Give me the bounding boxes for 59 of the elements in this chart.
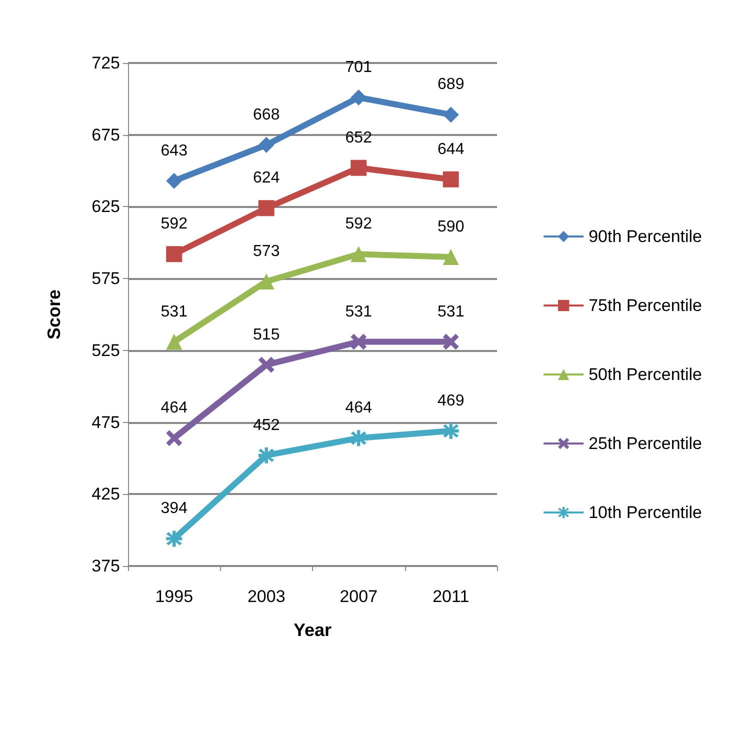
data-label: 689 — [438, 76, 464, 94]
legend-label: 25th Percentile — [588, 434, 702, 453]
y-axis-title: Score — [44, 289, 64, 340]
data-label: 515 — [253, 326, 280, 344]
point — [442, 422, 459, 439]
data-label: 573 — [253, 242, 280, 260]
data-label: 394 — [160, 500, 188, 518]
point — [442, 106, 459, 123]
x-axis-title: Year — [293, 620, 332, 640]
point — [166, 334, 182, 350]
point — [442, 249, 459, 266]
data-label: 592 — [345, 216, 372, 233]
y-tick-label: 375 — [92, 556, 120, 576]
x-tick-label: 2011 — [432, 587, 470, 606]
data-label: 652 — [345, 129, 372, 146]
legend-label: 10th Percentile — [588, 503, 702, 522]
point — [258, 136, 274, 153]
y-tick-label: 525 — [92, 340, 120, 360]
point — [350, 160, 367, 176]
data-label: 643 — [160, 142, 188, 160]
point — [258, 273, 274, 290]
data-label: 531 — [345, 303, 372, 320]
point — [166, 530, 182, 547]
point — [350, 430, 367, 446]
point — [258, 356, 274, 373]
data-label: 644 — [438, 140, 464, 158]
legend-label: 90th Percentile — [588, 227, 702, 246]
point — [442, 334, 459, 350]
point — [258, 200, 274, 216]
data-label: 592 — [160, 216, 188, 233]
y-tick-label: 675 — [92, 125, 120, 144]
point — [166, 430, 182, 446]
point — [166, 172, 182, 189]
x-tick-label: 1995 — [155, 587, 194, 606]
data-label: 531 — [438, 303, 464, 320]
point — [350, 89, 367, 106]
data-label: 590 — [438, 218, 464, 236]
data-label: 531 — [160, 303, 188, 320]
y-tick-label: 575 — [92, 269, 120, 288]
data-label: 624 — [253, 170, 280, 187]
legend-label: 75th Percentile — [588, 296, 702, 315]
legend-label: 50th Percentile — [588, 365, 702, 384]
point — [442, 171, 459, 188]
data-label: 701 — [345, 58, 372, 76]
x-tick-label: 2007 — [340, 587, 378, 606]
data-label: 464 — [160, 400, 188, 417]
x-tick-label: 2003 — [247, 587, 286, 606]
data-label: 668 — [253, 106, 280, 124]
data-label: 469 — [438, 392, 464, 410]
point — [350, 246, 367, 262]
y-tick-label: 625 — [92, 197, 120, 216]
point — [166, 246, 182, 262]
data-label: 464 — [345, 400, 372, 417]
y-tick-label: 475 — [92, 412, 120, 432]
y-tick-label: 725 — [92, 54, 120, 72]
data-label: 452 — [253, 416, 280, 434]
point — [258, 447, 274, 464]
point — [350, 334, 367, 350]
y-tick-label: 425 — [92, 484, 120, 504]
